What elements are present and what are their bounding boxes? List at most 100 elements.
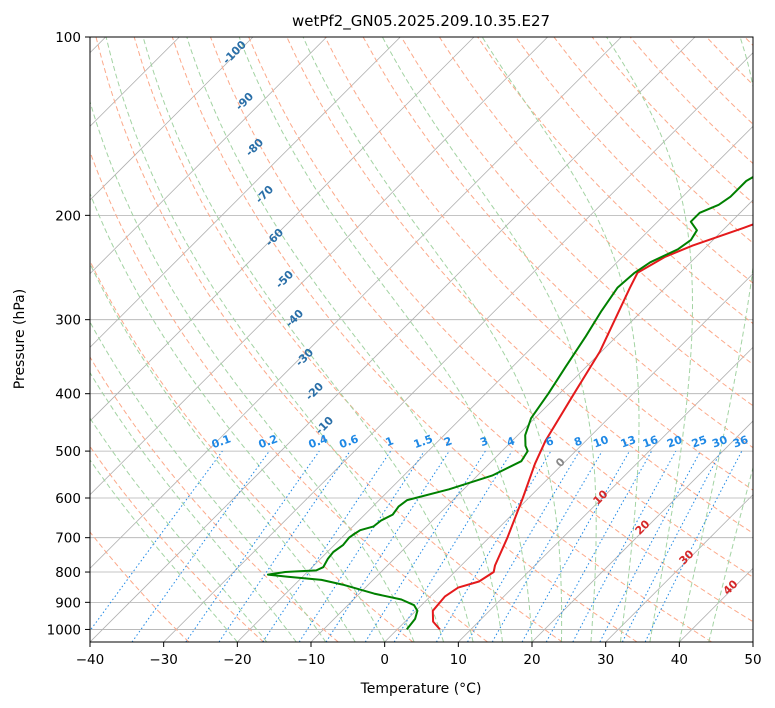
- isotherm: [458, 346, 753, 642]
- y-axis-ticks: 100 200 300 400 500 600 700 800 900 1000: [47, 30, 90, 638]
- dry-adiabat: [171, 37, 712, 642]
- isotherm: [90, 37, 254, 201]
- moist-adiabat: [90, 192, 386, 642]
- dry-adiabat: [90, 150, 488, 642]
- plot-area: [90, 37, 753, 642]
- x-tick-label: −40: [76, 652, 105, 668]
- mixing-ratio-label: 13: [619, 433, 638, 450]
- x-tick-label: −20: [223, 652, 252, 668]
- mixing-ratio-label: 8: [572, 434, 584, 449]
- x-tick-label: −30: [149, 652, 178, 668]
- moist-adiabat: [678, 37, 753, 642]
- mixing-ratio-line: [131, 450, 270, 642]
- mixing-ratio-label: 2: [442, 434, 454, 449]
- mixing-ratio-label: 20: [665, 433, 684, 451]
- mixing-ratio-line: [262, 450, 392, 642]
- background-lines: [90, 37, 753, 642]
- mixing-ratio-label: 6: [544, 434, 556, 449]
- isotherm: [605, 494, 753, 642]
- dry-adiabat: [515, 37, 753, 284]
- mixing-ratio-label: 36: [731, 433, 750, 451]
- x-tick-label: 10: [450, 652, 467, 668]
- isotherm: [90, 37, 401, 348]
- y-tick-label: 800: [55, 565, 81, 581]
- x-tick-label: 40: [671, 652, 688, 668]
- x-tick-label: 20: [523, 652, 540, 668]
- dry-adiabat: [90, 356, 339, 642]
- mixing-ratio-line: [521, 450, 630, 642]
- mixing-ratio-label: 0.2: [257, 432, 280, 451]
- dry-adiabat: [248, 37, 753, 578]
- y-tick-label: 100: [55, 30, 81, 46]
- moist-adiabat: [708, 465, 753, 642]
- mixing-ratio-line: [545, 450, 653, 642]
- moist-adiabat: [302, 37, 563, 642]
- mixing-ratio-line: [393, 450, 513, 642]
- x-tick-label: 50: [744, 652, 761, 668]
- mixing-ratio-label: 16: [641, 433, 660, 451]
- mixing-ratio-label: 0.6: [338, 432, 361, 451]
- x-axis-label: Temperature (°C): [360, 681, 482, 697]
- y-tick-label: 300: [55, 313, 81, 329]
- isotherm: [237, 125, 753, 642]
- y-tick-label: 1000: [47, 622, 81, 638]
- mixing-ratio-label: 10: [591, 433, 610, 451]
- moist-adiabat: [606, 37, 693, 642]
- profile-series: [266, 175, 753, 631]
- mixing-ratio-label: 1.5: [412, 432, 435, 451]
- isotherm: [384, 273, 753, 642]
- y-tick-label: 900: [55, 595, 81, 611]
- mixing-ratio-label: 1: [384, 434, 396, 449]
- mixing-ratio-label: 0.4: [307, 432, 330, 451]
- mixing-ratio-label: 0.1: [210, 432, 233, 451]
- moist-adiabat: [381, 37, 597, 642]
- mixing-ratio-line: [90, 450, 223, 632]
- mixing-ratio-line: [644, 450, 743, 642]
- moist-adiabat: [90, 262, 356, 642]
- dry-adiabat: [90, 531, 190, 642]
- isotherm: [90, 37, 475, 422]
- dry-adiabat: [210, 37, 753, 623]
- mixing-ratio-label: 25: [690, 433, 709, 450]
- profile-line: [431, 223, 753, 631]
- plot-frame: [89, 36, 754, 643]
- isotherm: [90, 37, 548, 496]
- isotherm: [163, 52, 753, 642]
- y-tick-label: 600: [55, 491, 81, 507]
- moist-adiabat: [90, 459, 238, 642]
- isotherm: [90, 37, 327, 275]
- y-tick-label: 700: [55, 531, 81, 547]
- isotherm: [90, 37, 622, 569]
- y-tick-label: 200: [55, 208, 81, 224]
- profile-line: [266, 175, 753, 631]
- dry-adiabat: [90, 259, 414, 642]
- y-tick-label: 400: [55, 387, 81, 403]
- dry-adiabat: [95, 37, 563, 642]
- isotherm: [531, 420, 753, 642]
- chart-title: wetPf2_GN05.2025.209.10.35.E27: [292, 12, 550, 31]
- dry-adiabat: [400, 37, 753, 407]
- mixing-ratio-label: 4: [505, 434, 517, 449]
- x-axis-ticks: −40 −30 −20 −10 0 10 20 30 40 50: [76, 642, 762, 668]
- moist-adiabat: [105, 37, 445, 642]
- y-tick-label: 500: [55, 444, 81, 460]
- dry-adiabat: [90, 445, 264, 642]
- mixing-ratio-label: 3: [478, 434, 490, 449]
- mixing-ratio-line: [325, 450, 450, 642]
- dry-adiabat: [133, 37, 638, 642]
- x-tick-label: 0: [380, 652, 389, 668]
- x-tick-label: 30: [597, 652, 614, 668]
- moist-adiabat: [90, 321, 327, 642]
- isotherm: [752, 641, 753, 642]
- y-axis-label: Pressure (hPa): [12, 289, 28, 389]
- x-tick-label: −10: [297, 652, 326, 668]
- mixing-ratio-line: [185, 450, 320, 642]
- mixing-ratio-line: [298, 450, 425, 642]
- mixing-ratio-line: [572, 450, 677, 642]
- dry-adiabat: [438, 37, 753, 366]
- isotherm: [90, 37, 696, 642]
- mixing-ratio-line: [218, 450, 351, 642]
- mixing-ratio-label: 30: [710, 433, 729, 451]
- moist-adiabat: [238, 37, 533, 642]
